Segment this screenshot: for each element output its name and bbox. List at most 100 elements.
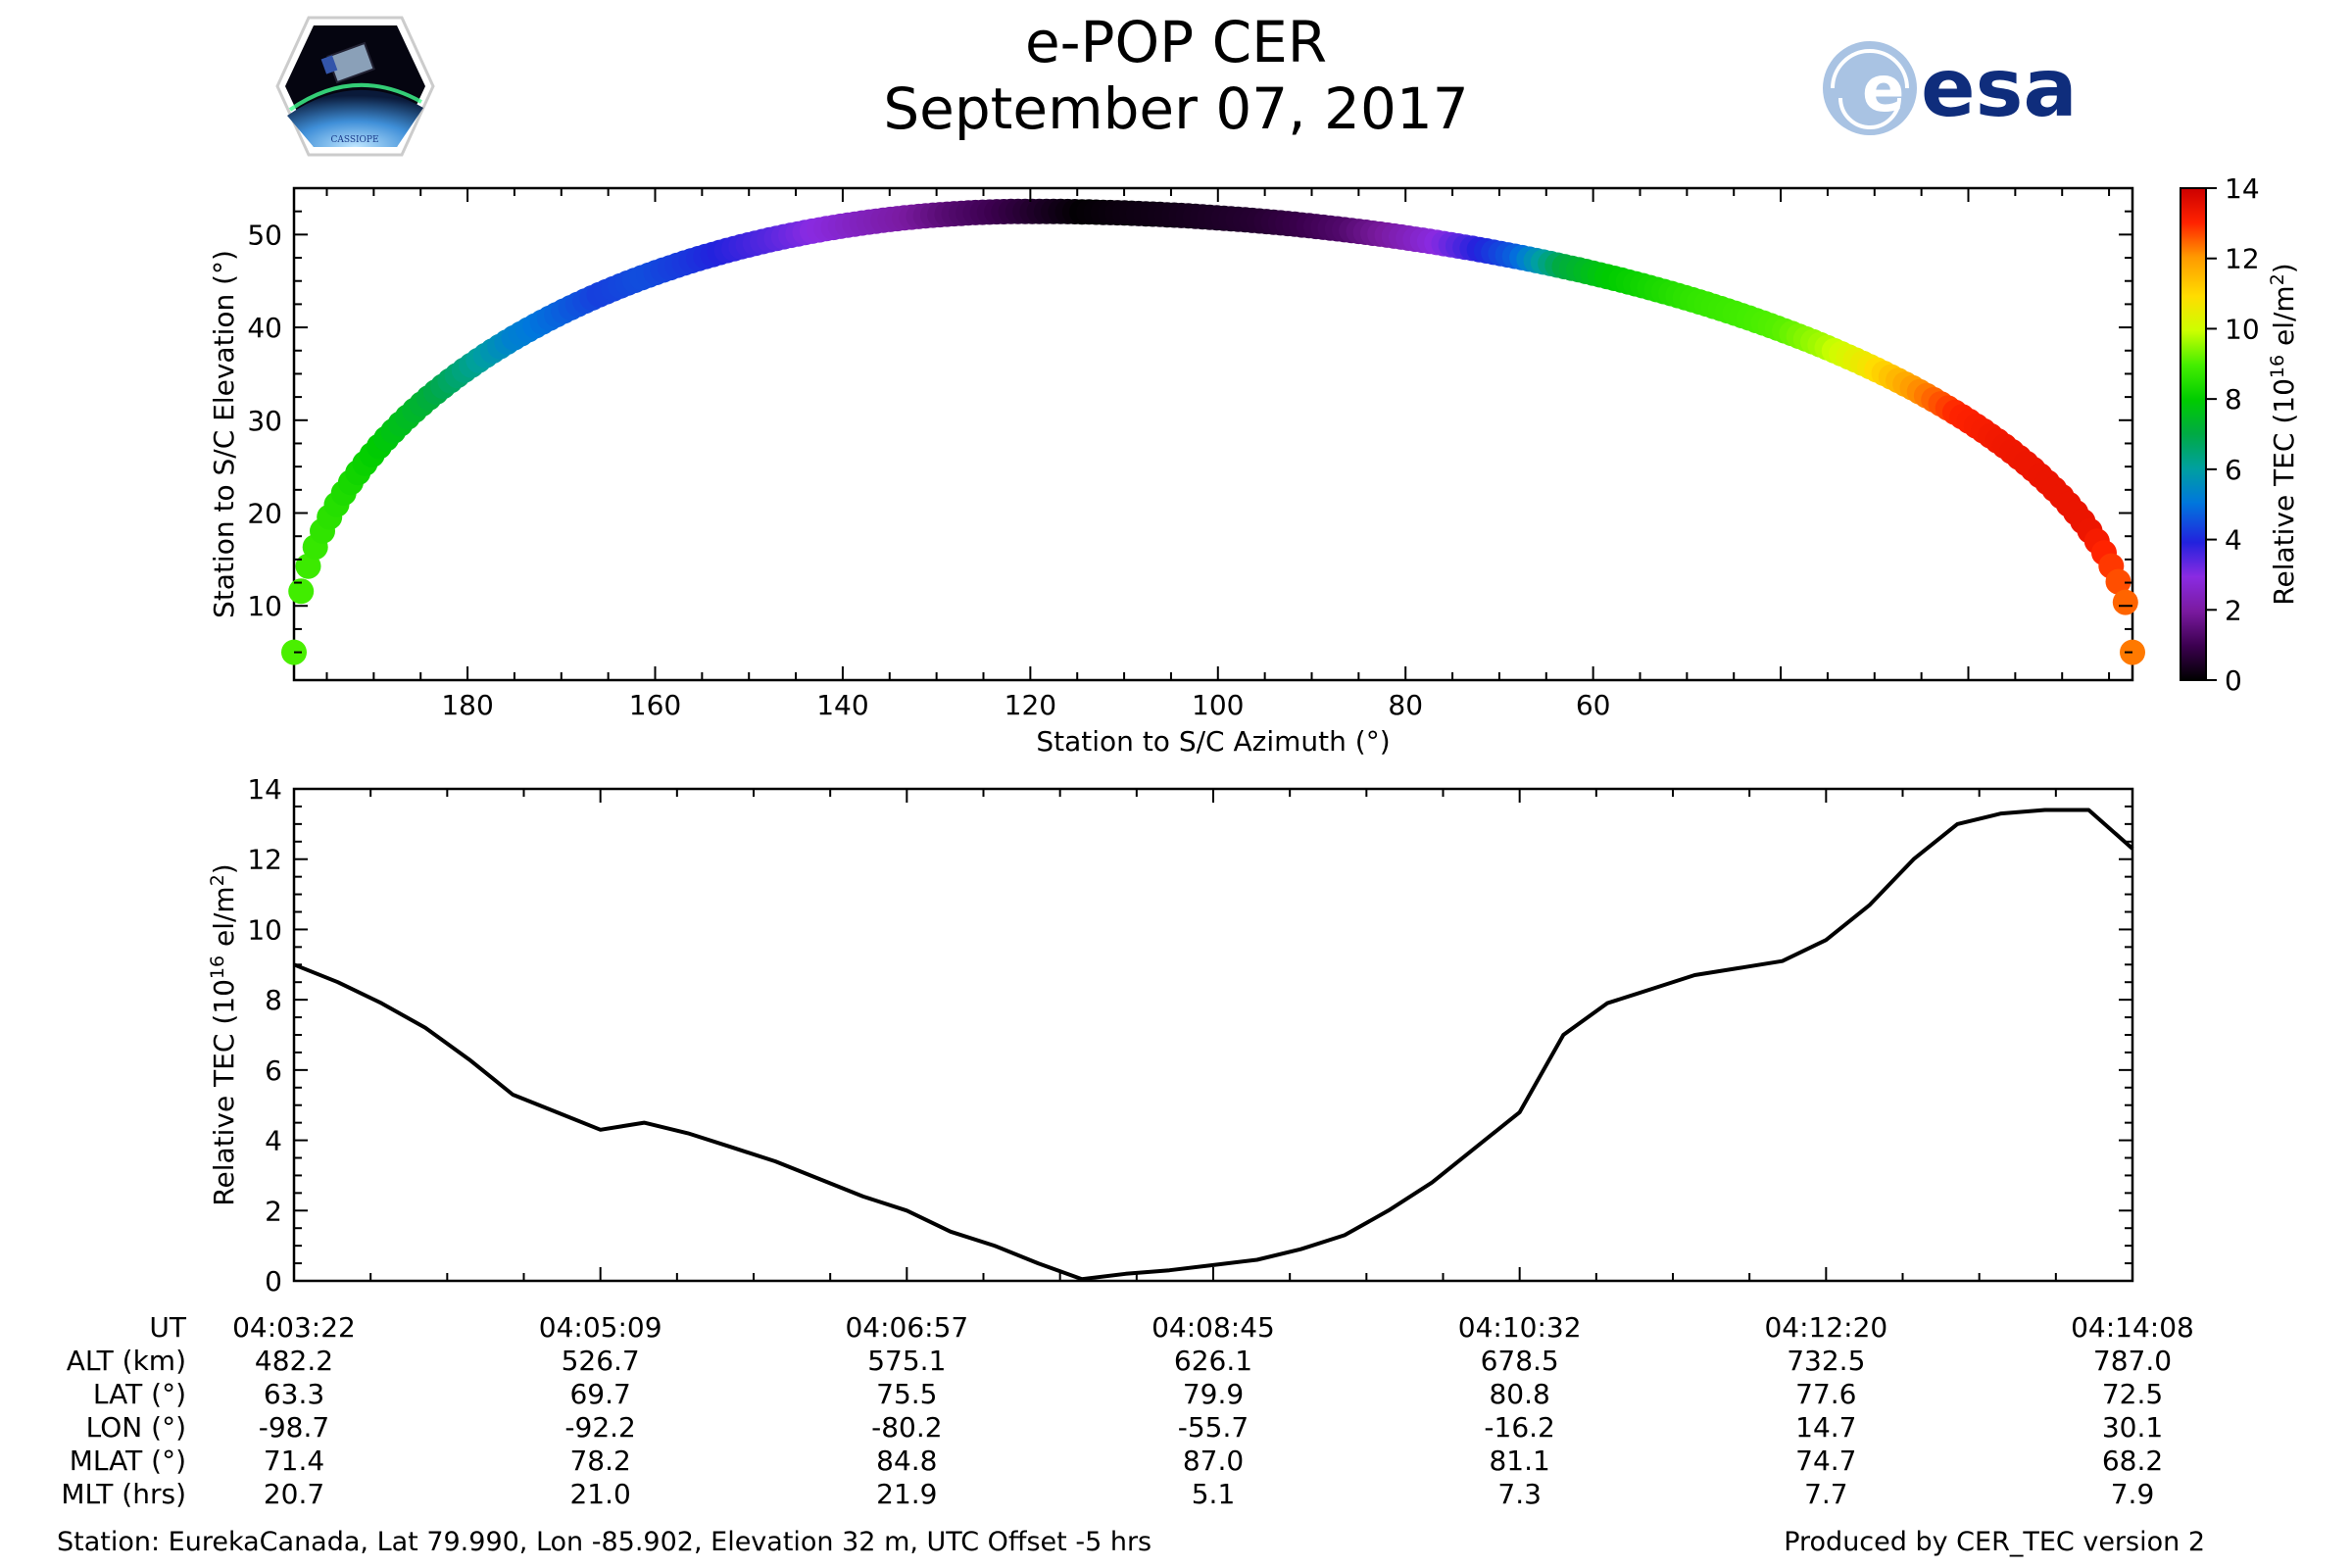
table-cell: 30.1 bbox=[2101, 1411, 2164, 1444]
tec-series-line bbox=[293, 808, 2134, 1282]
table-cell: 04:08:45 bbox=[1152, 1311, 1275, 1344]
table-cell: 20.7 bbox=[263, 1478, 325, 1510]
colorbar-tick-label: 14 bbox=[2225, 172, 2260, 205]
table-cell: 575.1 bbox=[867, 1345, 947, 1377]
figure-subtitle: September 07, 2017 bbox=[883, 75, 1469, 142]
colorbar-label: Relative TEC (1016 el/m2) bbox=[2267, 263, 2300, 605]
colorbar-tick-label: 0 bbox=[2225, 664, 2242, 697]
table-cell: 69.7 bbox=[569, 1378, 631, 1410]
x-tick-label: 100 bbox=[1192, 689, 1244, 721]
table-cell: 21.9 bbox=[876, 1478, 938, 1510]
y-tick-label: 20 bbox=[247, 498, 282, 530]
y-tick-label: 2 bbox=[265, 1195, 282, 1227]
table-cell: 04:12:20 bbox=[1764, 1311, 1888, 1344]
table-cell: -92.2 bbox=[564, 1411, 636, 1444]
table-cell: 74.7 bbox=[1795, 1445, 1857, 1477]
x-tick-label: 180 bbox=[441, 689, 493, 721]
table-cell: 71.4 bbox=[263, 1445, 325, 1477]
top-plot-frame bbox=[292, 186, 2134, 682]
table-cell: 84.8 bbox=[876, 1445, 938, 1477]
cassiope-logo-text: CASSIOPE bbox=[330, 135, 378, 145]
bottom-y-axis: 0 2 4 6 8 10 12 14 bbox=[247, 773, 2132, 1298]
y-tick-label: 8 bbox=[265, 984, 282, 1016]
esa-logo-text: esa bbox=[1921, 42, 2078, 135]
table-cell: 63.3 bbox=[263, 1378, 325, 1410]
esa-logo: e esa bbox=[1823, 41, 2078, 135]
colorbar-tick-label: 2 bbox=[2225, 594, 2242, 626]
table-cell: 526.7 bbox=[561, 1345, 640, 1377]
station-info: Station: EurekaCanada, Lat 79.990, Lon -… bbox=[57, 1527, 1152, 1557]
producer-credit: Produced by CER_TEC version 2 bbox=[1784, 1527, 2205, 1557]
table-cell: 04:10:32 bbox=[1457, 1311, 1582, 1344]
x-tick-label: 60 bbox=[1576, 689, 1611, 721]
table-cell: 21.0 bbox=[569, 1478, 631, 1510]
table-cell: 04:05:09 bbox=[538, 1311, 662, 1344]
table-cell: 80.8 bbox=[1489, 1378, 1550, 1410]
colorbar-tick-label: 6 bbox=[2225, 454, 2242, 486]
svg-text:e: e bbox=[1862, 54, 1904, 126]
table-cell: 7.7 bbox=[1804, 1478, 1848, 1510]
x-tick-label: 160 bbox=[629, 689, 681, 721]
table-cell: 78.2 bbox=[569, 1445, 631, 1477]
table-cell: 678.5 bbox=[1480, 1345, 1559, 1377]
x-tick-label: 140 bbox=[816, 689, 868, 721]
y-tick-label: 6 bbox=[265, 1054, 282, 1087]
table-cell: -55.7 bbox=[1177, 1411, 1250, 1444]
top-x-axis-label: Station to S/C Azimuth (°) bbox=[1036, 725, 1390, 758]
table-cell: 14.7 bbox=[1795, 1411, 1857, 1444]
table-cell: 81.1 bbox=[1489, 1445, 1550, 1477]
table-cell: 787.0 bbox=[2092, 1345, 2173, 1377]
row-label-alt: ALT (km) bbox=[66, 1345, 186, 1377]
row-label-lat: LAT (°) bbox=[92, 1378, 186, 1410]
table-cell: 626.1 bbox=[1173, 1345, 1253, 1377]
bottom-plot-frame bbox=[292, 787, 2134, 1283]
table-cell: -80.2 bbox=[871, 1411, 943, 1444]
track-point bbox=[2112, 589, 2138, 615]
y-tick-label: 50 bbox=[247, 219, 282, 251]
bottom-x-axis bbox=[293, 789, 2133, 1281]
bottom-y-axis-label: Relative TEC (1016 el/m2) bbox=[207, 863, 240, 1205]
table-cell: 482.2 bbox=[254, 1345, 334, 1377]
y-tick-label: 10 bbox=[247, 913, 282, 946]
colorbar-tick-label: 10 bbox=[2225, 313, 2260, 345]
table-cell: 04:14:08 bbox=[2071, 1311, 2194, 1344]
colorbar-tick-label: 4 bbox=[2225, 524, 2242, 557]
x-tick-label: 80 bbox=[1388, 689, 1423, 721]
table-cell: 77.6 bbox=[1795, 1378, 1857, 1410]
figure-title: e-POP CER bbox=[1024, 9, 1328, 75]
y-tick-label: 30 bbox=[247, 405, 282, 437]
top-x-axis: 180 160 140 120 100 80 60 bbox=[325, 188, 2111, 721]
table-cell: 79.9 bbox=[1182, 1378, 1245, 1410]
track-point bbox=[2105, 568, 2132, 595]
x-tick-label: 120 bbox=[1004, 689, 1056, 721]
colorbar-gradient bbox=[2180, 187, 2207, 681]
table-cell: -98.7 bbox=[258, 1411, 330, 1444]
y-tick-label: 4 bbox=[265, 1125, 282, 1157]
table-cell: 7.3 bbox=[1497, 1478, 1542, 1510]
top-y-axis-label: Station to S/C Elevation (°) bbox=[208, 250, 240, 618]
table-cell: 732.5 bbox=[1787, 1345, 1866, 1377]
y-tick-label: 10 bbox=[247, 590, 282, 622]
colorbar-ticks: 0 2 4 6 8 10 12 14 bbox=[2206, 172, 2260, 697]
track-point bbox=[288, 578, 315, 605]
row-label-ut: UT bbox=[149, 1311, 186, 1344]
table-cell: 7.9 bbox=[2110, 1478, 2155, 1510]
top-y-axis: 10 20 30 40 50 bbox=[247, 187, 2132, 654]
table-cell: 5.1 bbox=[1191, 1478, 1236, 1510]
colorbar-tick-label: 8 bbox=[2225, 383, 2242, 416]
y-tick-label: 12 bbox=[247, 844, 282, 876]
table-cell: -16.2 bbox=[1484, 1411, 1555, 1444]
colorbar: 0 2 4 6 8 10 12 14 Relative TEC (1016 el/m2) bbox=[2180, 172, 2300, 697]
satellite-track bbox=[281, 198, 2145, 665]
table-cell: 04:03:22 bbox=[232, 1311, 356, 1344]
row-label-lon: LON (°) bbox=[85, 1411, 186, 1444]
table-cell: 72.5 bbox=[2101, 1378, 2164, 1410]
table-cell: 04:06:57 bbox=[845, 1311, 969, 1344]
y-tick-label: 14 bbox=[247, 773, 282, 806]
y-tick-label: 0 bbox=[265, 1265, 282, 1298]
colorbar-tick-label: 12 bbox=[2225, 243, 2260, 275]
satellite-icon bbox=[320, 41, 375, 84]
table-cell: 75.5 bbox=[876, 1378, 938, 1410]
elevation-azimuth-plot: 180 160 140 120 100 80 60 10 20 30 40 50 Station t… bbox=[208, 186, 2145, 758]
